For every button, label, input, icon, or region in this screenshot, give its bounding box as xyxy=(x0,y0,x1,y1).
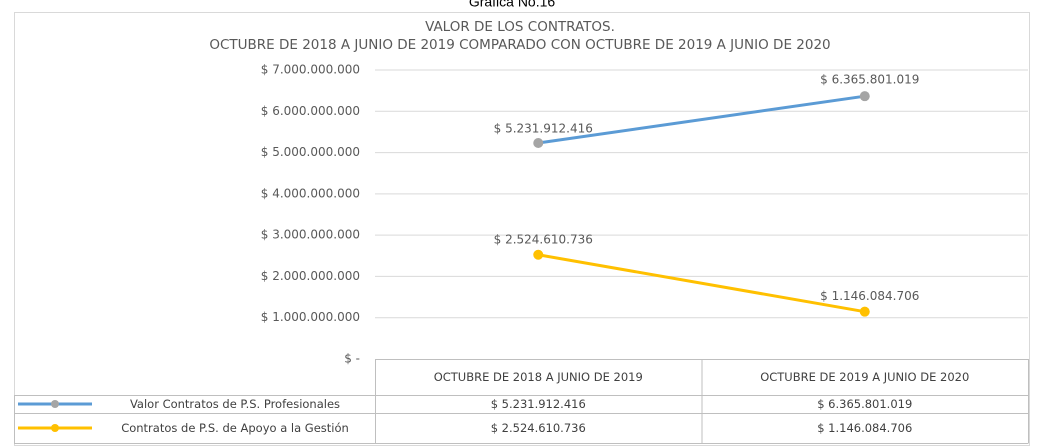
y-tick-label: $ 7.000.000.000 xyxy=(261,63,360,77)
y-tick-label: $ 4.000.000.000 xyxy=(261,186,360,200)
y-tick-label: $ 2.000.000.000 xyxy=(261,269,360,283)
data-point xyxy=(533,249,544,260)
y-tick-label: $ 6.000.000.000 xyxy=(261,104,360,118)
legend-label-box: Contratos de P.S. de Apoyo a la Gestión xyxy=(121,420,349,435)
table-value: $ 1.146.084.706 xyxy=(817,421,913,435)
y-tick-label: $ 5.000.000.000 xyxy=(261,145,360,159)
legend-label: Valor Contratos de P.S. Profesionales xyxy=(129,396,341,411)
data-label: $ 2.524.610.736 xyxy=(494,232,593,246)
category-label-box: OCTUBRE DE 2019 A JUNIO DE 2020 xyxy=(760,370,970,384)
legend-label: Contratos de P.S. de Apoyo a la Gestión xyxy=(121,420,349,435)
caption: Gráfica No.16 xyxy=(469,0,556,10)
series-line xyxy=(537,253,866,314)
table-value: $ 5.231.912.416 xyxy=(490,397,586,411)
data-point xyxy=(533,137,544,148)
data-label: $ 6.365.801.019 xyxy=(820,73,919,87)
data-label: $ 5.231.912.416 xyxy=(494,121,593,135)
category-label: OCTUBRE DE 2019 A JUNIO DE 2020 xyxy=(760,370,970,384)
table-value-box: $ 5.231.912.416 xyxy=(490,397,586,411)
y-tick-label: $ 1.000.000.000 xyxy=(261,310,360,324)
category-label: OCTUBRE DE 2018 A JUNIO DE 2019 xyxy=(433,370,643,384)
table-value: $ 2.524.610.736 xyxy=(490,421,586,435)
table-value-box: $ 2.524.610.736 xyxy=(490,421,586,435)
table-value-box: $ 1.146.084.706 xyxy=(817,421,913,435)
table-value: $ 6.365.801.019 xyxy=(817,397,913,411)
data-point xyxy=(859,306,870,317)
chart-title: VALOR DE LOS CONTRATOS. xyxy=(425,19,615,35)
chart-subtitle: OCTUBRE DE 2018 A JUNIO DE 2019 COMPARAD… xyxy=(209,37,830,53)
category-label-box: OCTUBRE DE 2018 A JUNIO DE 2019 xyxy=(433,370,643,384)
legend-label-box: Valor Contratos de P.S. Profesionales xyxy=(129,396,341,411)
data-point xyxy=(859,91,870,102)
y-tick-label: $ - xyxy=(344,352,360,366)
table-value-box: $ 6.365.801.019 xyxy=(817,397,913,411)
series-line xyxy=(538,94,865,145)
legend-marker xyxy=(51,424,59,432)
y-tick-label: $ 3.000.000.000 xyxy=(261,228,360,242)
legend-marker xyxy=(51,400,59,408)
data-label: $ 1.146.084.706 xyxy=(820,289,919,303)
